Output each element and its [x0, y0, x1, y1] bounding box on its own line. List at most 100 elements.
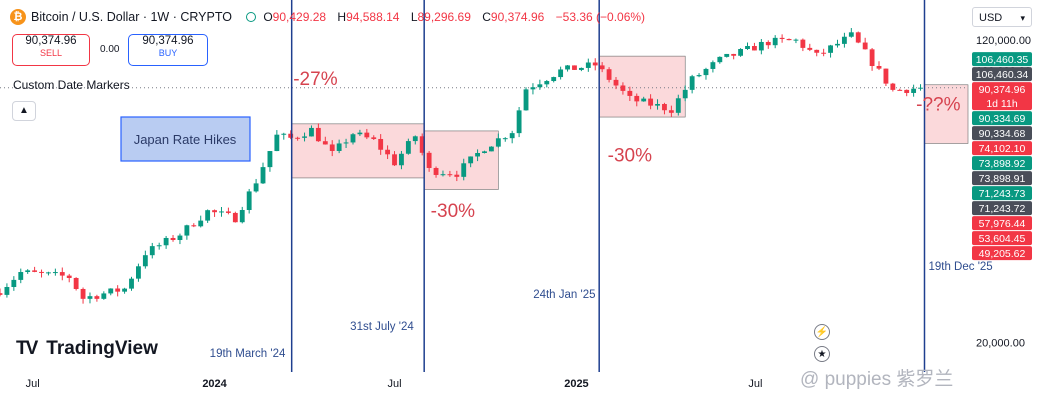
indicator-label[interactable]: Custom Date Markers [13, 78, 130, 92]
candle-body [191, 225, 197, 227]
price-tag-label: 90,334.68 [979, 128, 1026, 140]
candle-body [419, 136, 425, 153]
candle-body [488, 146, 494, 152]
candle-body [627, 90, 633, 96]
candle-body [724, 53, 730, 57]
symbol-title[interactable]: Bitcoin / U.S. Dollar · 1W · CRYPTO [31, 10, 232, 24]
sell-button[interactable]: 90,374.96 SELL [12, 34, 90, 66]
drawdown-label: -??% [916, 95, 960, 116]
price-tag-label: 90,334.69 [979, 113, 1026, 125]
date-marker-label: 24th Jan '25 [533, 289, 595, 301]
candle-body [39, 271, 44, 273]
candle-body [779, 37, 785, 39]
candle-body [772, 37, 778, 46]
price-tag [972, 231, 1032, 246]
candle-body [281, 133, 287, 135]
candle-body [94, 296, 100, 299]
price-tag-label: 57,976.44 [979, 218, 1026, 230]
candle-body [350, 134, 356, 143]
buy-price: 90,374.96 [142, 35, 194, 47]
candle-body [890, 83, 896, 90]
candle-body [198, 220, 204, 227]
candle-body [468, 156, 474, 164]
candle-body [177, 235, 183, 241]
candle-body [800, 39, 806, 48]
candle-body [412, 136, 418, 142]
candle-body [260, 167, 266, 184]
open-key: O [263, 10, 273, 24]
candle-body [184, 225, 190, 236]
date-marker-label: 31st July '24 [350, 321, 414, 333]
candle-body [786, 38, 792, 41]
candle-body [73, 277, 79, 289]
price-tag [972, 201, 1032, 216]
buy-button[interactable]: 90,374.96 BUY [128, 34, 208, 66]
candle-body [32, 270, 38, 272]
close-value: 90,374.96 [490, 10, 545, 24]
price-tag-label: 49,205.62 [979, 248, 1026, 260]
date-marker-label: 19th Dec '25 [928, 261, 992, 273]
bitcoin-icon: ₿ [10, 9, 26, 25]
candle-body [592, 62, 598, 66]
candle-body [835, 43, 840, 46]
currency-value: USD [979, 12, 1003, 24]
lightning-icon[interactable]: ⚡ [814, 324, 830, 340]
candle-body [509, 133, 515, 139]
candle-body [876, 66, 882, 69]
logo-text: TradingView [46, 338, 158, 359]
candle-body [613, 79, 619, 86]
candle-body [239, 209, 245, 223]
candle-body [433, 167, 439, 175]
drawdown-zone [924, 84, 969, 144]
price-tag [972, 67, 1032, 82]
candle-body [523, 89, 529, 111]
price-tag-label: 71,243.73 [979, 188, 1026, 200]
candle-body [897, 89, 903, 91]
candle-body [862, 42, 868, 50]
buy-label: BUY [158, 48, 178, 58]
candle-body [66, 275, 72, 278]
candle-body [205, 210, 211, 221]
us-flag-icon[interactable]: ★ [814, 346, 830, 362]
candle-body [703, 68, 709, 76]
candle-body [329, 144, 335, 151]
candle-body [530, 87, 536, 90]
candle-body [689, 76, 695, 90]
y-tick-label: 20,000.00 [976, 338, 1025, 350]
candle-body [315, 127, 321, 142]
candle-body [502, 138, 508, 140]
candle-body [122, 288, 128, 292]
candle-body [87, 296, 93, 299]
price-tag-label: 53,604.45 [979, 233, 1026, 245]
candle-body [371, 137, 377, 139]
candle-body [18, 272, 24, 280]
spread-value: 0.00 [100, 44, 120, 55]
candle-body [336, 143, 342, 151]
candle-body [537, 84, 543, 88]
candle-body [869, 49, 875, 67]
candle-body [572, 65, 577, 70]
candle-body [544, 81, 550, 85]
candle-body [454, 174, 460, 177]
candle-body [136, 266, 141, 279]
chevron-up-icon[interactable]: ▲ [12, 101, 36, 121]
candle-body [620, 85, 626, 91]
candle-body [662, 104, 667, 111]
price-tag [972, 52, 1032, 67]
candle-body [904, 89, 910, 93]
candle-body [378, 138, 384, 150]
currency-select[interactable]: USD ▾ [972, 7, 1032, 27]
candle-body [447, 174, 453, 176]
candle-body [578, 67, 584, 70]
x-tick-label: 2025 [564, 378, 588, 390]
candle-body [170, 237, 176, 241]
price-tag-label: 71,243.72 [979, 203, 1026, 215]
sell-price: 90,374.96 [25, 35, 77, 47]
watermark: @ puppies 紫罗兰 [800, 369, 954, 390]
candle-body [108, 288, 114, 294]
candle-body [585, 62, 591, 68]
price-tag [972, 111, 1032, 126]
drawdown-label: -30% [431, 201, 475, 222]
candle-body [357, 132, 363, 135]
